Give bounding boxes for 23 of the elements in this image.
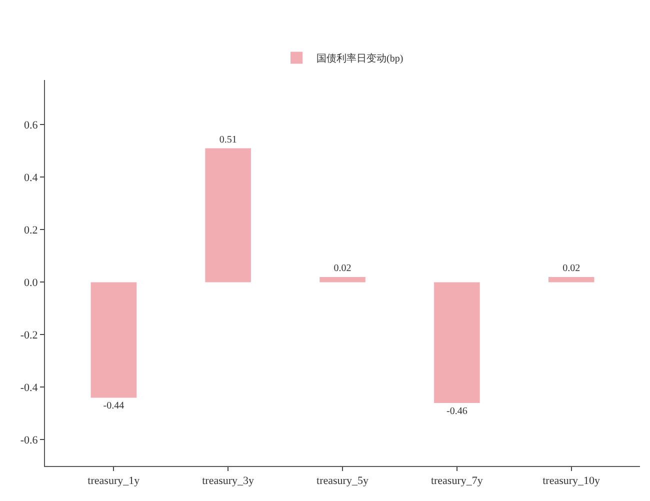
bar [90, 282, 137, 398]
bar [434, 282, 480, 403]
y-tick-label: 0.6 [24, 119, 38, 132]
x-tick-label: treasury_1y [88, 475, 140, 488]
x-tick-label: treasury_10y [542, 475, 601, 488]
x-tick-label: treasury_3y [202, 475, 255, 488]
data-label: 0.51 [219, 134, 237, 146]
bar [548, 276, 594, 282]
legend-label: 国债利率日变动(bp) [316, 52, 404, 65]
y-tick-label: -0.4 [20, 382, 38, 394]
data-label: -0.46 [446, 406, 468, 417]
data-label: 0.02 [334, 262, 352, 274]
y-tick-label: 0.2 [24, 224, 38, 237]
bar [205, 148, 251, 282]
y-tick-label: 0.0 [24, 277, 38, 290]
bar [320, 276, 366, 282]
y-tick-label: 0.4 [24, 172, 38, 184]
data-label: 0.02 [562, 262, 580, 274]
y-tick-label: -0.6 [20, 434, 38, 447]
x-tick-label: treasury_5y [316, 475, 369, 488]
data-label: -0.44 [103, 400, 124, 412]
x-tick-label: treasury_7y [430, 475, 484, 488]
y-tick-label: -0.2 [20, 330, 38, 342]
